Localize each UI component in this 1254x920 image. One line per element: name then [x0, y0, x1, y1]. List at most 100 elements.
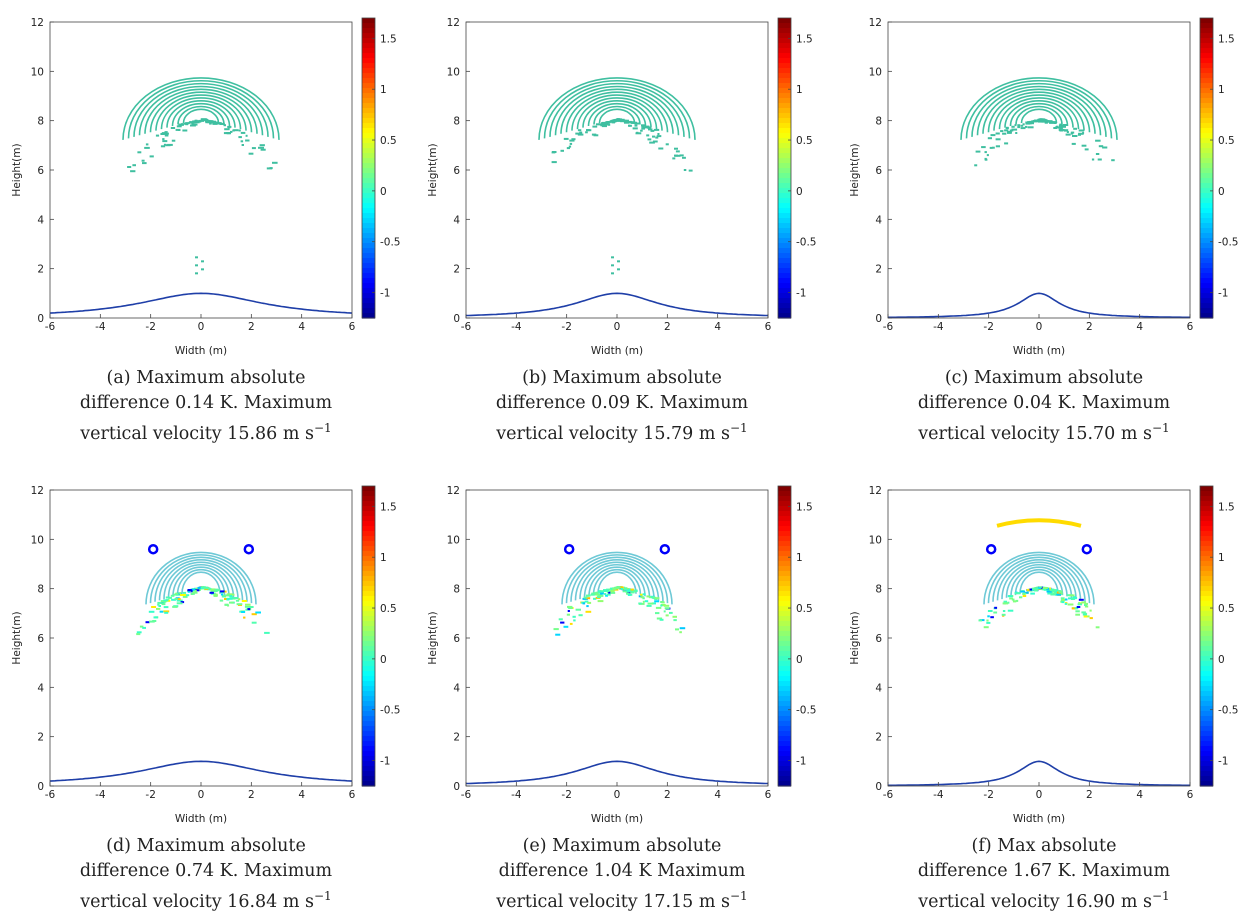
field-mark — [551, 161, 557, 164]
contour-arc — [570, 556, 664, 602]
colorbar-segment — [362, 28, 375, 34]
colorbar-segment — [778, 288, 791, 294]
mountain-profile — [49, 760, 353, 782]
y-tick-label: 6 — [453, 165, 460, 177]
field-mark — [226, 598, 230, 601]
field-mark — [1059, 129, 1064, 132]
field-mark — [1051, 121, 1054, 124]
colorbar-segment — [778, 108, 791, 114]
field-mark — [255, 611, 261, 614]
field-mark — [598, 590, 604, 593]
field-mark — [555, 633, 561, 636]
field-mark — [1002, 132, 1007, 135]
colorbar-segment — [362, 576, 375, 582]
colorbar-segment — [778, 746, 791, 752]
colorbar-segment — [1200, 731, 1213, 737]
y-tick-label: 2 — [37, 264, 44, 276]
field-mark — [1078, 602, 1081, 605]
colorbar-segment — [1200, 691, 1213, 697]
field-mark — [245, 134, 248, 137]
colorbar-segment — [1200, 696, 1213, 702]
x-tick-label: -4 — [933, 789, 944, 801]
colorbar-segment — [1200, 506, 1213, 512]
field-mark — [585, 594, 591, 597]
y-tick-label: 4 — [875, 214, 882, 226]
field-mark — [156, 607, 161, 610]
field-mark — [1030, 592, 1035, 595]
field-mark — [1001, 613, 1006, 616]
colorbar-segment — [362, 283, 375, 289]
colorbar-tick-label: 1 — [380, 552, 387, 564]
contour-arc — [1014, 568, 1064, 596]
colorbar-tick-label: 0.5 — [380, 135, 397, 147]
field-mark — [1032, 120, 1038, 122]
colorbar-segment — [778, 756, 791, 762]
y-tick-label: 4 — [37, 682, 44, 694]
field-mark — [149, 620, 155, 623]
plot-area — [50, 490, 352, 786]
y-axis-label: Height(m) — [849, 611, 861, 664]
field-mark — [223, 132, 230, 135]
field-mark — [185, 122, 190, 125]
field-mark — [641, 124, 646, 127]
field-mark — [995, 138, 1001, 141]
field-mark — [236, 603, 243, 606]
field-mark — [1068, 597, 1074, 600]
field-mark — [1070, 131, 1075, 134]
colorbar-segment — [1200, 58, 1213, 64]
colorbar-segment — [362, 621, 375, 627]
contour-arc — [565, 91, 669, 133]
colorbar-segment — [362, 23, 375, 29]
x-tick-label: 2 — [248, 321, 255, 333]
colorbar-segment — [362, 486, 375, 492]
colorbar-segment — [778, 173, 791, 179]
field-mark — [214, 589, 221, 592]
panel-a: -6 -4 -2 0 2 4 6 0 2 4 6 8 10 12 Width (m) Height(m) 1.5… — [0, 0, 412, 452]
caption-text: vertical velocity 15.86 m s — [80, 423, 314, 444]
field-mark — [132, 164, 136, 167]
field-mark — [664, 607, 670, 610]
field-mark — [1024, 591, 1029, 594]
field-mark — [566, 147, 570, 150]
field-mark — [269, 167, 273, 170]
field-mark — [600, 124, 606, 127]
y-tick-label: 12 — [869, 17, 882, 29]
field-mark — [235, 599, 240, 602]
colorbar-segment — [1200, 511, 1213, 517]
colorbar-segment — [1200, 646, 1213, 652]
caption-f: (f) Max absolute difference 1.67 K. Maxim… — [838, 834, 1250, 915]
caption-text: vertical velocity 15.70 m s — [918, 423, 1152, 444]
field-mark — [164, 611, 169, 614]
colorbar-segment — [362, 771, 375, 777]
colorbar-segment — [1200, 208, 1213, 214]
field-mark — [179, 592, 182, 595]
x-tick-label: -2 — [983, 789, 993, 801]
field-mark — [240, 140, 244, 143]
colorbar-tick-label: 0 — [380, 654, 387, 666]
x-tick-label: 0 — [1036, 789, 1043, 801]
colorbar-segment — [1200, 601, 1213, 607]
field-mark — [575, 608, 581, 611]
field-mark — [184, 594, 190, 597]
colorbar-segment — [1200, 771, 1213, 777]
colorbar-segment — [778, 486, 791, 492]
colorbar-tick-label: -1 — [1218, 288, 1228, 300]
x-tick-label: -2 — [145, 789, 155, 801]
colorbar-segment — [1200, 701, 1213, 707]
colorbar-segment — [1200, 243, 1213, 249]
field-mark — [1037, 120, 1044, 123]
colorbar-segment — [778, 228, 791, 234]
colorbar-segment — [1200, 751, 1213, 757]
colorbar-segment — [1200, 298, 1213, 304]
x-tick-label: -4 — [95, 789, 106, 801]
field-mark — [258, 146, 264, 149]
colorbar-segment — [778, 636, 791, 642]
colorbar-segment — [362, 651, 375, 657]
colorbar-segment — [778, 566, 791, 572]
colorbar-segment — [1200, 218, 1213, 224]
field-mark — [1065, 598, 1068, 601]
field-mark — [642, 593, 646, 596]
